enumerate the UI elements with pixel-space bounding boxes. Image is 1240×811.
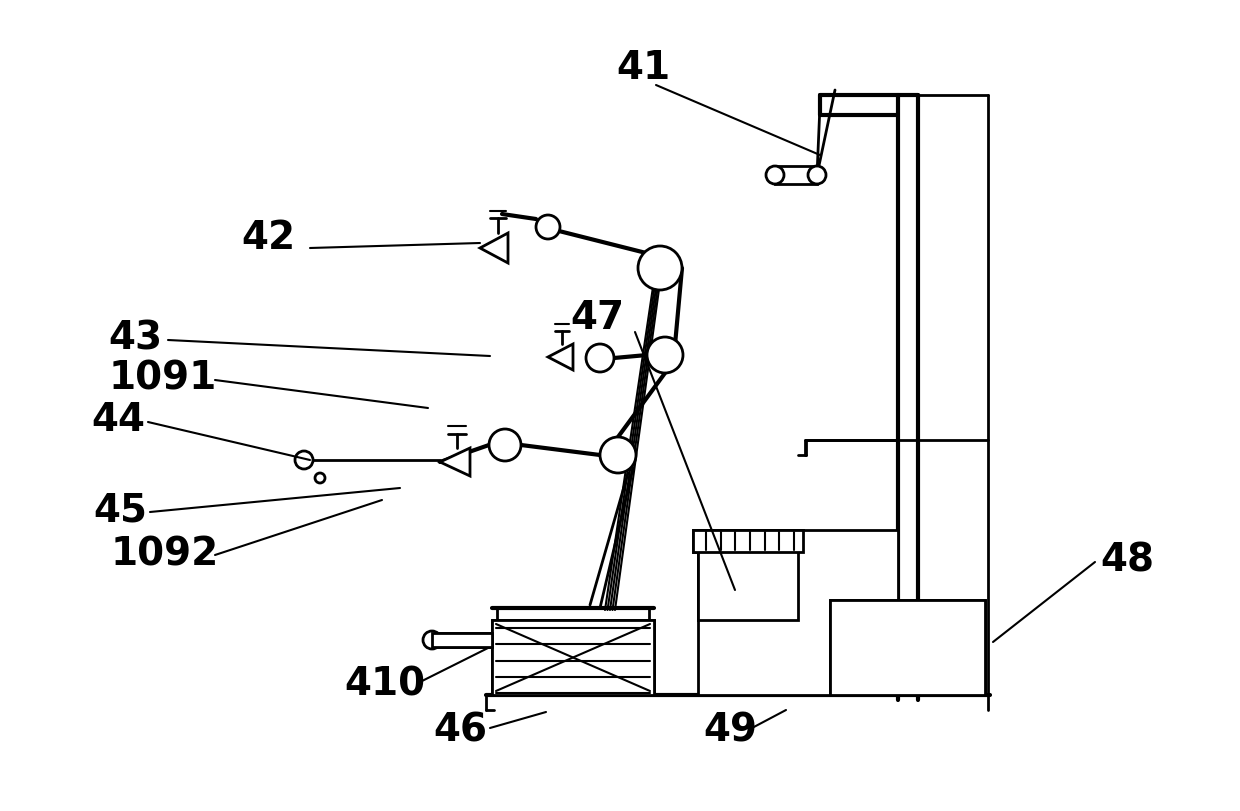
- Bar: [698, 530, 898, 695]
- Circle shape: [489, 429, 521, 461]
- Polygon shape: [440, 448, 470, 476]
- Bar: [830, 600, 985, 695]
- Text: 410: 410: [345, 666, 425, 704]
- Circle shape: [639, 246, 682, 290]
- Text: 47: 47: [570, 299, 624, 337]
- Text: 45: 45: [93, 491, 148, 529]
- Circle shape: [587, 344, 614, 372]
- Circle shape: [766, 166, 784, 184]
- Bar: [492, 620, 653, 695]
- Text: 46: 46: [433, 711, 487, 749]
- Bar: [492, 620, 653, 695]
- Circle shape: [600, 437, 636, 473]
- Bar: [693, 530, 804, 552]
- Circle shape: [295, 451, 312, 469]
- Circle shape: [647, 337, 683, 373]
- Bar: [698, 550, 799, 620]
- Bar: [693, 530, 804, 552]
- Circle shape: [536, 215, 560, 239]
- Polygon shape: [480, 233, 508, 263]
- Circle shape: [315, 473, 325, 483]
- Bar: [775, 166, 817, 184]
- Text: 44: 44: [91, 401, 145, 439]
- Text: 42: 42: [241, 219, 295, 257]
- Text: 43: 43: [108, 319, 162, 357]
- Circle shape: [423, 631, 441, 649]
- Bar: [698, 550, 799, 620]
- Text: 49: 49: [703, 711, 756, 749]
- Text: 1091: 1091: [109, 359, 217, 397]
- Bar: [432, 633, 492, 647]
- Text: 1092: 1092: [110, 536, 219, 574]
- Bar: [830, 600, 985, 695]
- Text: 48: 48: [1100, 541, 1154, 579]
- Text: 41: 41: [616, 49, 670, 87]
- Polygon shape: [548, 344, 573, 370]
- Circle shape: [808, 166, 826, 184]
